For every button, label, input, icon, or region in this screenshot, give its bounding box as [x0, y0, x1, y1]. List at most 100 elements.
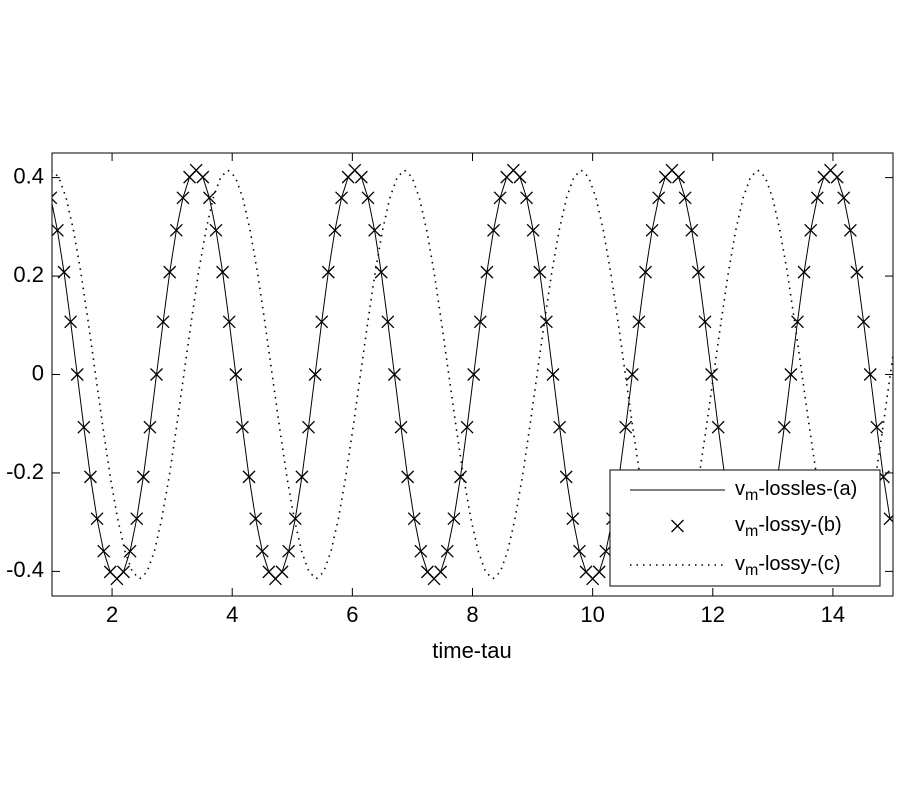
- marker: [381, 315, 395, 329]
- marker: [295, 470, 309, 484]
- x-tick-label: 4: [226, 602, 238, 627]
- marker: [546, 368, 560, 381]
- marker: [447, 512, 461, 526]
- marker: [401, 470, 415, 484]
- marker: [354, 170, 368, 184]
- marker: [480, 265, 494, 279]
- marker: [130, 512, 144, 526]
- marker: [394, 420, 408, 434]
- x-tick-label: 10: [580, 602, 604, 627]
- marker: [209, 223, 223, 237]
- marker: [566, 512, 580, 526]
- marker: [117, 565, 130, 579]
- legend-label: vm-lossles-(a): [735, 478, 857, 504]
- marker: [857, 315, 871, 329]
- marker: [123, 544, 137, 558]
- marker: [883, 512, 893, 526]
- marker: [222, 315, 236, 329]
- legend-box: [609, 469, 881, 587]
- marker: [685, 223, 699, 237]
- marker: [863, 368, 877, 381]
- marker: [64, 315, 78, 329]
- axes-frame: [51, 152, 894, 597]
- marker: [196, 170, 210, 184]
- marker: [711, 420, 725, 434]
- marker: [308, 368, 322, 381]
- marker: [625, 368, 639, 381]
- marker: [235, 420, 249, 434]
- marker: [169, 223, 183, 237]
- plot-content: [52, 163, 893, 586]
- marker: [321, 265, 335, 279]
- marker: [791, 315, 804, 329]
- marker: [255, 544, 269, 558]
- marker: [136, 470, 150, 484]
- marker: [143, 420, 157, 434]
- legend-label: vm-lossy-(c): [735, 553, 841, 579]
- marker: [493, 191, 507, 205]
- marker: [387, 368, 401, 381]
- marker: [539, 315, 553, 329]
- marker: [368, 223, 382, 237]
- marker: [97, 544, 111, 558]
- marker: [850, 265, 864, 279]
- marker: [804, 223, 818, 237]
- marker: [374, 265, 388, 279]
- marker: [70, 368, 84, 381]
- x-tick-label: 6: [346, 602, 358, 627]
- marker: [460, 420, 474, 434]
- x-axis-label: time-tau: [432, 638, 511, 663]
- marker: [559, 470, 573, 484]
- marker: [163, 265, 177, 279]
- marker: [282, 544, 296, 558]
- marker: [242, 470, 256, 484]
- marker: [77, 420, 91, 434]
- marker: [467, 368, 481, 381]
- marker: [434, 565, 448, 579]
- marker: [90, 512, 104, 526]
- marker: [698, 315, 712, 329]
- y-tick-label: 0.4: [13, 163, 44, 188]
- marker: [870, 420, 884, 434]
- marker: [553, 420, 567, 434]
- marker: [592, 565, 606, 579]
- marker: [632, 315, 646, 329]
- marker: [361, 191, 375, 205]
- marker: [52, 223, 64, 237]
- marker: [691, 265, 705, 279]
- marker: [202, 191, 216, 205]
- marker: [533, 265, 547, 279]
- marker: [797, 265, 811, 279]
- marker: [216, 265, 230, 279]
- marker: [487, 223, 500, 237]
- marker: [328, 223, 342, 237]
- marker: [526, 223, 540, 237]
- marker: [784, 368, 798, 381]
- marker: [672, 170, 686, 184]
- y-tick-label: 0: [32, 360, 44, 385]
- marker: [520, 191, 534, 205]
- marker: [810, 191, 824, 205]
- x-tick-label: 14: [821, 602, 845, 627]
- marker: [440, 544, 454, 558]
- x-tick-label: 12: [701, 602, 725, 627]
- marker: [705, 368, 719, 381]
- marker: [229, 368, 243, 381]
- marker: [830, 170, 844, 184]
- marker: [335, 191, 349, 205]
- legend: vm-lossles-(a) vm-lossy-(b) vm-lossy-(c): [609, 469, 881, 587]
- axes: 2 4 6 8 10 12 14 0.4 0.2 0 -0.2 -0.4: [6, 153, 893, 627]
- marker: [678, 191, 692, 205]
- marker: [315, 315, 329, 329]
- marker: [414, 544, 428, 558]
- x-tick-label: 8: [466, 602, 478, 627]
- y-tick-label: 0.2: [13, 262, 44, 287]
- marker: [275, 565, 289, 579]
- legend-marker: [671, 519, 684, 533]
- marker: [156, 315, 170, 329]
- marker: [176, 191, 190, 205]
- marker: [843, 223, 857, 237]
- marker: [652, 191, 666, 205]
- x-tick-label: 2: [106, 602, 118, 627]
